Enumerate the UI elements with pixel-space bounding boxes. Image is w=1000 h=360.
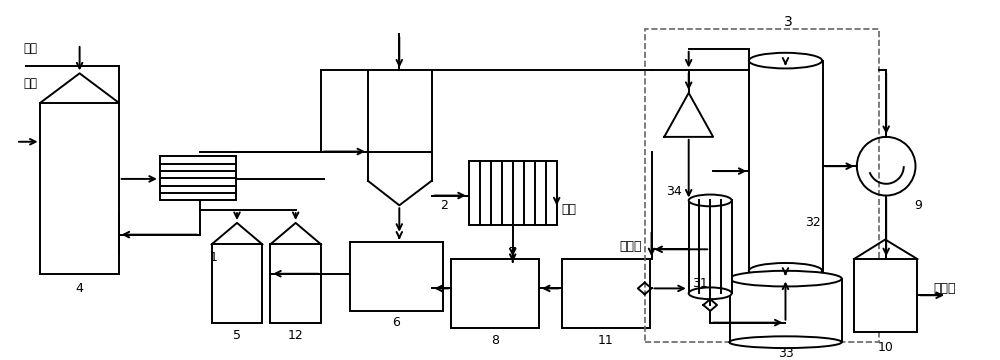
Text: 4: 4 [76, 282, 84, 295]
Text: 5: 5 [233, 329, 241, 342]
Bar [730, 279, 842, 342]
Text: 32: 32 [805, 216, 821, 229]
Bar [749, 60, 823, 271]
Text: 10: 10 [877, 341, 893, 354]
Text: 7: 7 [509, 246, 517, 259]
Ellipse shape [689, 287, 732, 299]
Ellipse shape [729, 336, 842, 348]
Text: 1: 1 [210, 251, 217, 264]
Bar [160, 157, 236, 201]
Bar [689, 201, 732, 293]
Text: 硫酸: 硫酸 [562, 203, 577, 216]
Bar [854, 259, 917, 332]
Bar [645, 29, 879, 342]
Bar [451, 259, 539, 328]
Bar [40, 103, 119, 274]
Text: 废水: 废水 [24, 77, 38, 90]
Text: 12: 12 [288, 329, 304, 342]
Text: 3: 3 [784, 14, 793, 28]
Bar [562, 259, 650, 328]
Text: 34: 34 [666, 185, 682, 198]
Ellipse shape [729, 271, 842, 287]
Text: 2: 2 [440, 199, 448, 212]
Text: 6: 6 [392, 316, 400, 329]
Text: 9: 9 [915, 199, 922, 212]
Bar [270, 244, 321, 323]
Text: 33: 33 [778, 347, 793, 360]
Bar [212, 244, 262, 323]
Text: 硫酸钠: 硫酸钠 [933, 282, 956, 295]
Ellipse shape [749, 53, 822, 68]
Text: 31: 31 [693, 277, 708, 290]
Ellipse shape [689, 194, 732, 206]
Text: 8: 8 [491, 334, 499, 347]
Ellipse shape [749, 263, 822, 279]
Text: 11: 11 [598, 334, 613, 347]
Bar [350, 243, 443, 311]
Text: 硫酸: 硫酸 [24, 42, 38, 55]
Text: 冷凝水: 冷凝水 [619, 240, 642, 253]
Bar [469, 161, 557, 225]
